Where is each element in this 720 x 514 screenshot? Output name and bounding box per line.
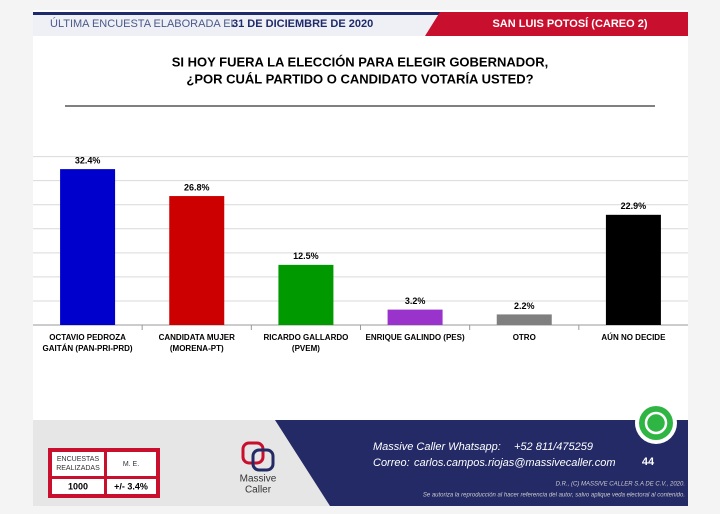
table-value: 1000: [68, 481, 88, 491]
x-tick-label: RICARDO GALLARDO: [263, 333, 348, 342]
header-stripe: [33, 12, 688, 15]
header-red: [425, 12, 688, 36]
bar: [387, 309, 443, 325]
x-tick-label: OCTAVIO PEDROZA: [49, 333, 126, 342]
x-tick-label: CANDIDATA MUJER: [159, 333, 236, 342]
title-line: ¿POR CUÁL PARTIDO O CANDIDATO VOTARÍA US…: [186, 71, 533, 86]
logo-text: Massive: [240, 474, 277, 485]
copyright: D.R., (C) MASSIVE CALLER S.A DE C.V., 20…: [556, 482, 685, 488]
x-tick-label: (PVEM): [292, 344, 320, 353]
table-header: ENCUESTAS REALIZADAS: [56, 456, 100, 472]
cell: [52, 452, 104, 476]
cell: [52, 479, 104, 494]
bar: [605, 214, 661, 325]
data-label: 12.5%: [293, 251, 319, 261]
x-tick-label: ENRIQUE GALINDO (PES): [366, 333, 465, 342]
email-label: Correo:: [373, 457, 410, 469]
data-label: 3.2%: [405, 296, 426, 306]
header-label: ÚLTIMA ENCUESTA ELABORADA EL: [50, 17, 237, 30]
data-label: 26.8%: [184, 182, 210, 192]
x-tick-label: (MORENA-PT): [170, 344, 224, 353]
bar: [60, 169, 116, 325]
whatsapp: +52 811/475259: [514, 441, 593, 453]
notice: Se autoriza la reproducción al hacer ref…: [423, 493, 685, 499]
x-tick-label: OTRO: [513, 333, 536, 342]
email: carlos.campos.riojas@massivecaller.com: [414, 457, 615, 469]
whatsapp-label: Massive Caller Whatsapp:: [373, 441, 501, 453]
chart-title: SI HOY FUERA LA ELECCIÓN PARA ELEGIR GOB…: [172, 54, 549, 86]
data-label: 22.9%: [621, 201, 647, 211]
header-date: 31 DE DICIEMBRE DE 2020: [232, 18, 373, 30]
bar: [278, 264, 334, 325]
data-label: 2.2%: [514, 301, 535, 311]
page-number: 44: [642, 456, 655, 468]
header-region: SAN LUIS POTOSÍ (CAREO 2): [492, 17, 647, 30]
cell: [107, 479, 156, 494]
x-tick-label: AÚN NO DECIDE: [601, 333, 666, 342]
whatsapp-icon: [639, 406, 673, 440]
logo-text: Caller: [245, 485, 272, 496]
table-header: M. E.: [123, 461, 139, 468]
footer-band: [275, 420, 688, 506]
plot: 32.4% OCTAVIO PEDROZA GAITÁN (PAN-PRI-PRD)…: [33, 155, 688, 353]
cell-text: ENCUESTAS REALIZADAS: [56, 456, 100, 472]
x-tick-label: GAITÁN (PAN-PRI-PRD): [43, 344, 133, 353]
whatsapp-icon: [644, 411, 668, 435]
bar: [169, 196, 225, 325]
table-value: +/- 3.4%: [114, 481, 148, 491]
bar: [496, 314, 552, 325]
data-label: 32.4%: [75, 155, 101, 165]
cell: [107, 452, 156, 476]
title-line: SI HOY FUERA LA ELECCIÓN PARA ELEGIR GOB…: [172, 54, 549, 69]
logo-mark: [251, 448, 275, 472]
